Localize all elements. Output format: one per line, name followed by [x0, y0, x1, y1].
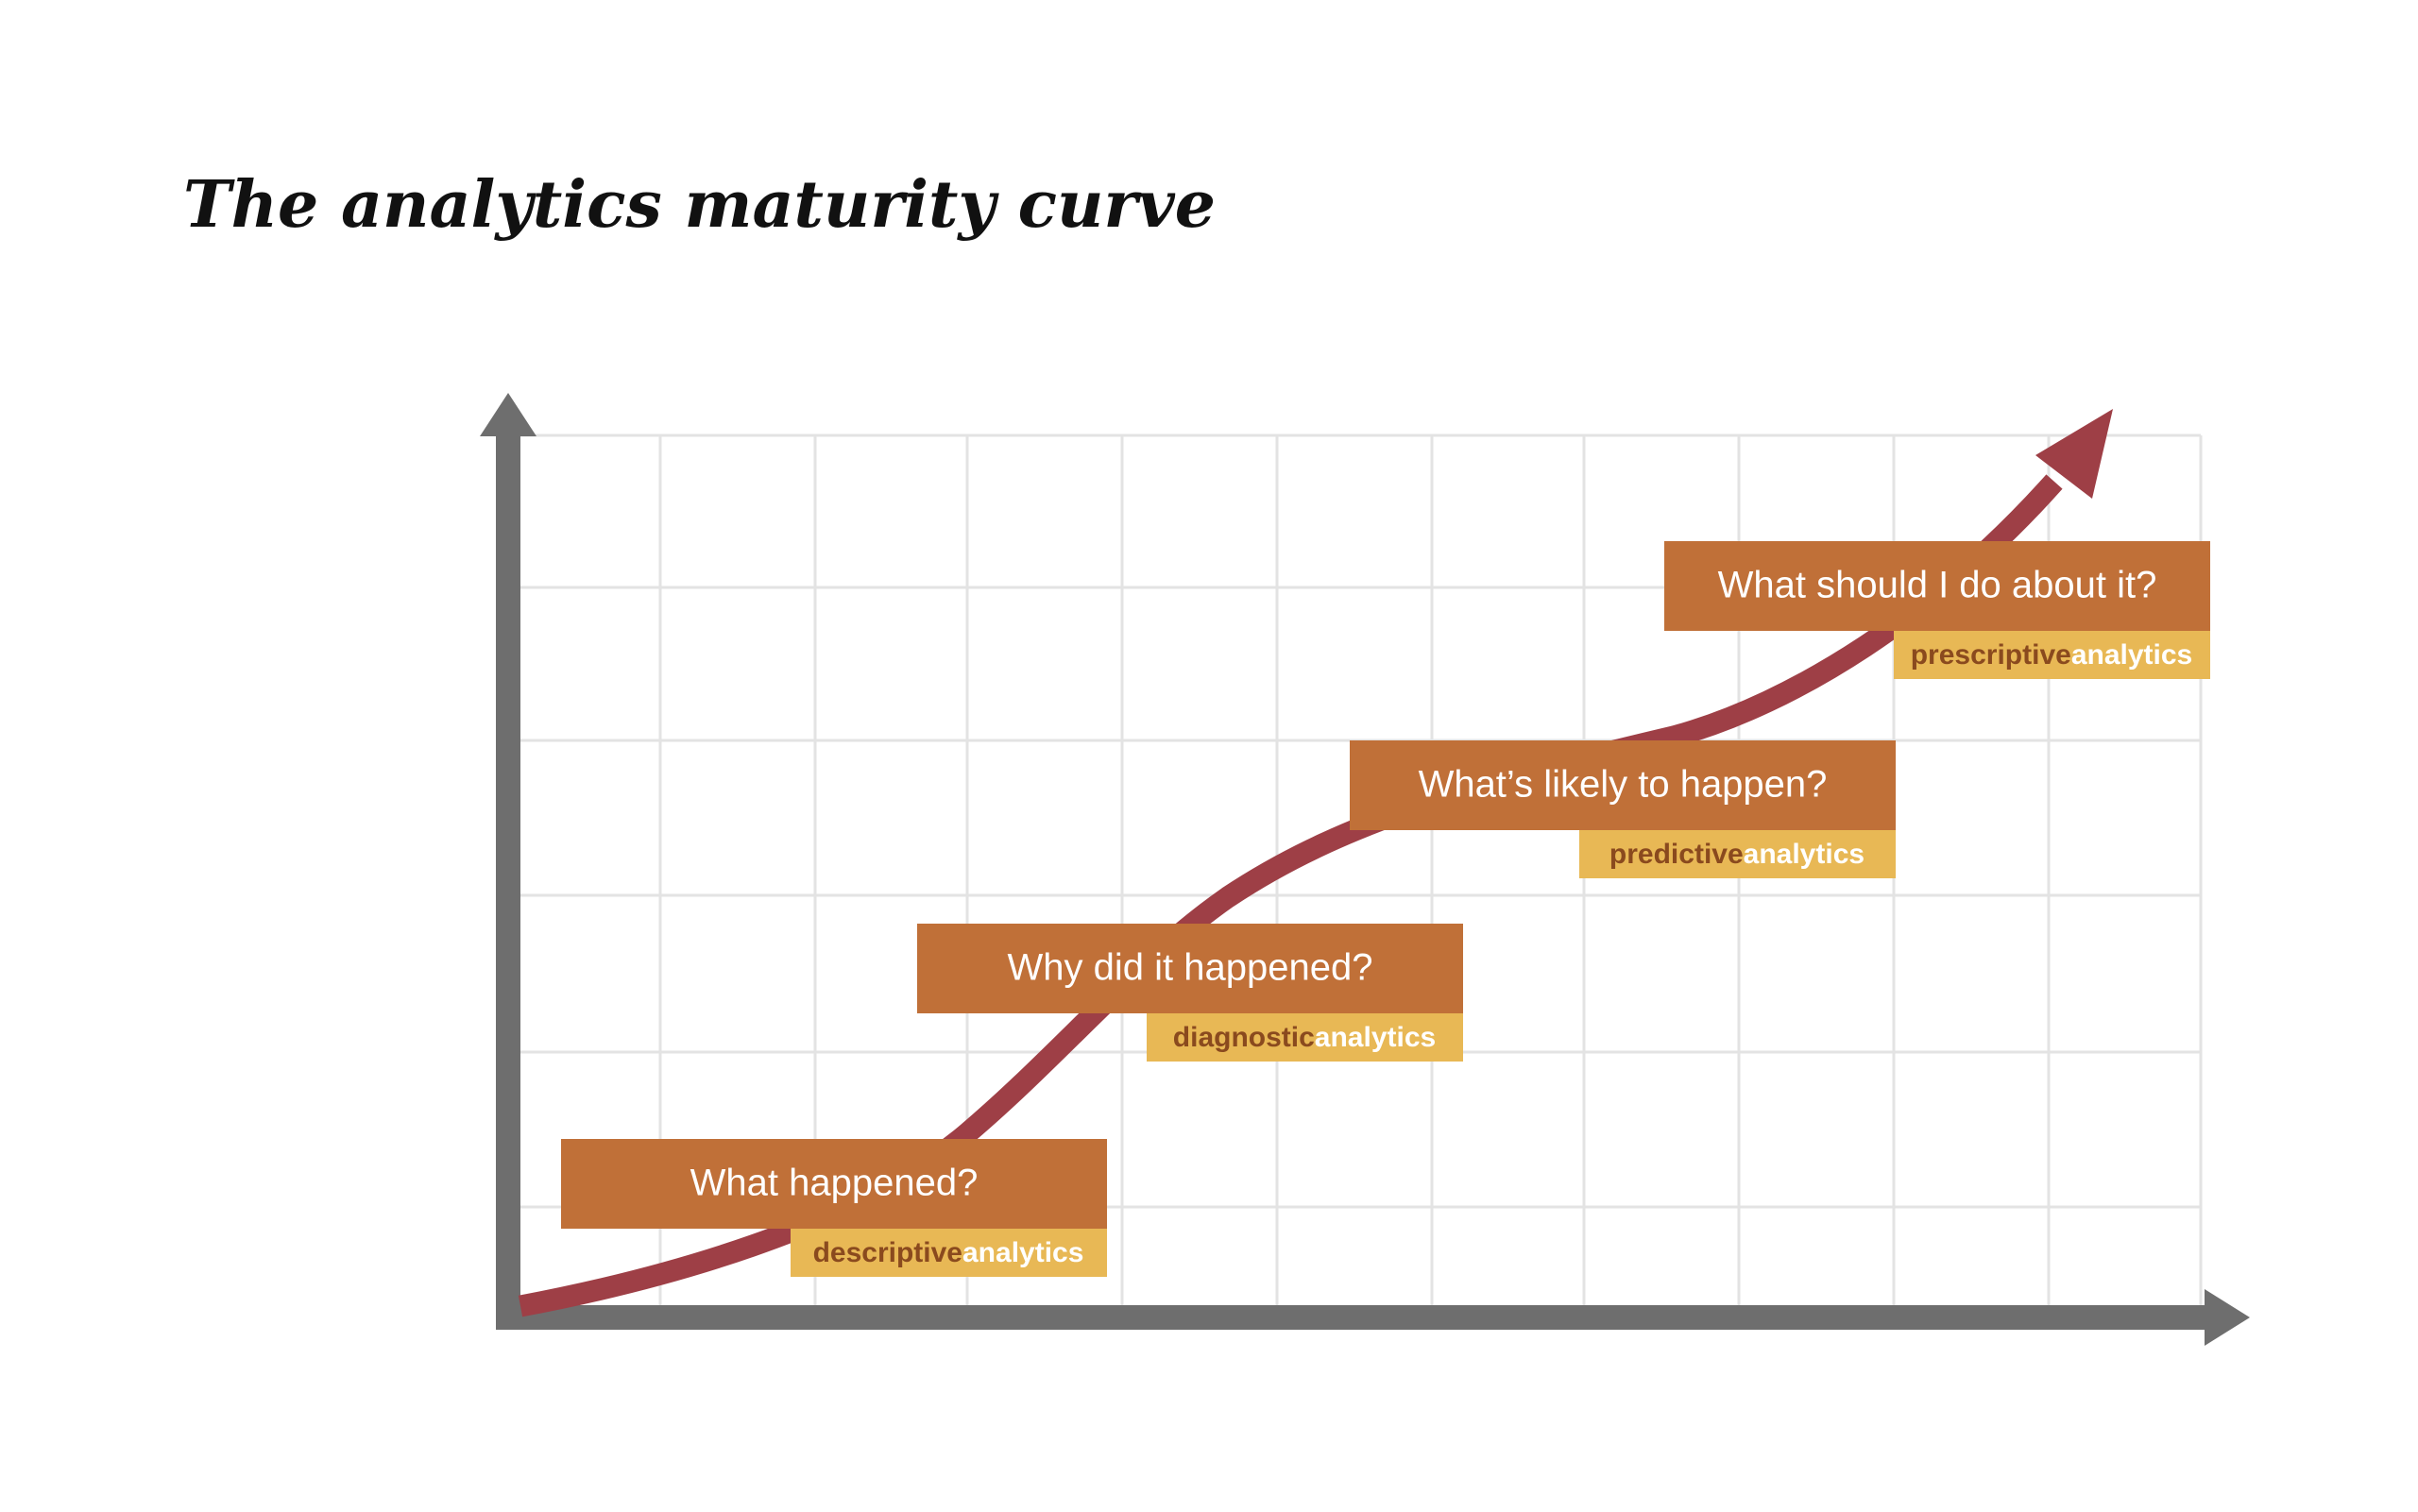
label: predictiveanalytics — [1609, 839, 1865, 870]
label: descriptiveanalytics — [813, 1237, 1084, 1268]
label: diagnosticanalytics — [1173, 1022, 1436, 1053]
qualifier: descriptive — [813, 1237, 962, 1268]
label-box — [1147, 1013, 1463, 1062]
suffix: analytics — [1744, 839, 1865, 870]
question-box — [1664, 541, 2210, 631]
x-axis-arrow — [2205, 1289, 2250, 1346]
suffix: analytics — [2071, 639, 2192, 671]
y-axis-arrow — [480, 393, 536, 436]
question: What happened? — [690, 1163, 979, 1204]
question-box — [917, 924, 1463, 1013]
suffix: analytics — [962, 1237, 1083, 1268]
title: The analytics maturity curve — [183, 167, 1216, 243]
label-box — [791, 1229, 1107, 1277]
question: What should I do about it? — [1718, 565, 2157, 606]
question-box — [1350, 740, 1896, 830]
qualifier: predictive — [1609, 839, 1744, 870]
label-box — [1579, 830, 1896, 878]
qualifier: prescriptive — [1911, 639, 2071, 671]
question-box — [561, 1139, 1107, 1229]
suffix: analytics — [1315, 1022, 1436, 1053]
curve-arrow — [2035, 409, 2113, 499]
question: Why did it happened? — [1008, 947, 1373, 989]
question: What’s likely to happen? — [1419, 764, 1828, 806]
label: prescriptiveanalytics — [1911, 639, 2193, 671]
qualifier: diagnostic — [1173, 1022, 1315, 1053]
label-box — [1894, 631, 2210, 679]
